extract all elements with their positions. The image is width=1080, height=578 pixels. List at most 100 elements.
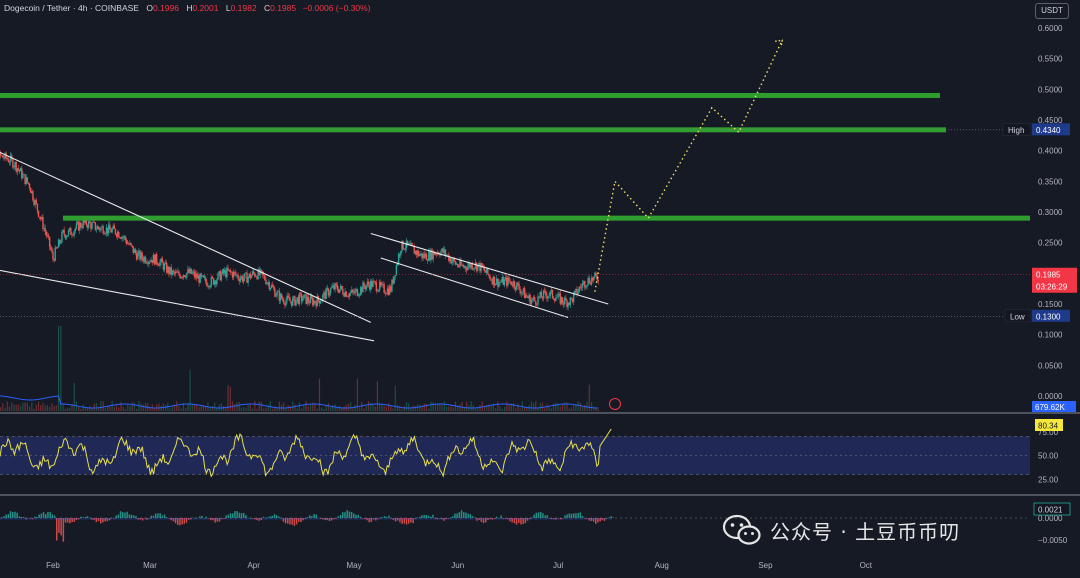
- volume-bar: [292, 401, 293, 411]
- macd-bar: [316, 515, 318, 518]
- volume-bar: [127, 404, 128, 411]
- volume-bar: [350, 402, 351, 411]
- candle-body: [100, 227, 101, 230]
- volume-bar: [214, 403, 215, 411]
- volume-bar: [584, 405, 585, 411]
- volume-bar: [40, 405, 41, 411]
- macd-bar: [49, 512, 51, 518]
- macd-bar: [439, 518, 441, 519]
- macd-bar: [122, 512, 124, 518]
- candle-body: [314, 301, 315, 303]
- trendline: [381, 258, 568, 317]
- volume-bar: [252, 409, 253, 411]
- volume-bar: [339, 406, 340, 411]
- candle-body: [534, 297, 535, 301]
- close-value: 0.1985: [270, 3, 296, 13]
- volume-bar: [7, 401, 8, 411]
- volume-bar: [406, 402, 407, 411]
- macd-bar: [472, 516, 474, 518]
- volume-bar: [368, 401, 369, 411]
- candle-body: [385, 293, 386, 294]
- macd-bar: [417, 518, 419, 519]
- open-value: 0.1996: [153, 3, 179, 13]
- volume-bar: [540, 403, 541, 411]
- candle-body: [337, 285, 338, 290]
- volume-bar: [497, 401, 498, 411]
- macd-bar: [276, 515, 278, 518]
- macd-bar: [12, 512, 14, 518]
- volume-bars: [0, 326, 599, 411]
- candle-body: [484, 268, 485, 271]
- high-value: 0.4340: [1036, 126, 1061, 135]
- candle-body: [36, 200, 37, 203]
- volume-bar: [355, 405, 356, 411]
- event-marker-icon: [610, 399, 621, 410]
- candle-countdown: 03:26:29: [1036, 282, 1068, 291]
- macd-bar: [10, 511, 12, 518]
- macd-bar: [395, 518, 397, 521]
- high-value: 0.2001: [192, 3, 218, 13]
- volume-bar: [520, 408, 521, 411]
- candle-body: [38, 211, 39, 217]
- volume-bar: [586, 402, 587, 411]
- candle-body: [292, 298, 293, 305]
- macd-bar: [124, 513, 126, 518]
- volume-bar: [580, 403, 581, 411]
- candle-body: [102, 226, 103, 233]
- volume-bar: [375, 406, 376, 411]
- price-axis-tick: 0.1000: [1038, 331, 1063, 340]
- change-value: −0.0006 (−0.30%): [302, 3, 370, 13]
- macd-bar: [113, 518, 115, 519]
- macd-bar: [131, 515, 133, 518]
- candle-body: [282, 299, 283, 300]
- volume-bar: [348, 404, 349, 411]
- macd-bar: [298, 518, 300, 522]
- macd-bar: [421, 515, 423, 518]
- volume-bar: [65, 409, 66, 411]
- volume-bar: [11, 403, 12, 411]
- candle-body: [281, 294, 282, 299]
- candle-body: [311, 296, 312, 298]
- volume-bar: [9, 407, 10, 411]
- volume-bar: [187, 403, 188, 411]
- volume-bar: [192, 404, 193, 411]
- macd-bar: [153, 516, 155, 518]
- candle-body: [42, 217, 43, 229]
- candle-body: [221, 274, 222, 280]
- candles: [0, 135, 599, 311]
- macd-bar: [129, 514, 131, 518]
- macd-bar: [164, 515, 166, 518]
- volume-bar: [388, 403, 389, 411]
- symbol-name[interactable]: Dogecoin / Tether · 4h · COINBASE: [4, 3, 139, 13]
- candle-body: [67, 235, 68, 236]
- candle-body: [244, 273, 245, 278]
- candle-body: [308, 297, 309, 302]
- currency-button[interactable]: USDT: [1035, 3, 1069, 19]
- macd-bar: [452, 516, 454, 518]
- candle-body: [105, 234, 106, 235]
- candle-body: [46, 232, 47, 236]
- candle-body: [61, 232, 62, 242]
- volume-bar: [259, 401, 260, 411]
- macd-bar: [338, 516, 340, 518]
- time-axis-tick: Jun: [451, 561, 464, 570]
- candle-body: [330, 288, 331, 293]
- volume-bar: [190, 370, 191, 411]
- candle-body: [263, 275, 264, 276]
- candle-body: [522, 292, 523, 293]
- volume-bar: [268, 405, 269, 411]
- candle-body: [206, 282, 207, 286]
- volume-bar: [464, 408, 465, 411]
- volume-bar: [265, 408, 266, 411]
- candle-body: [514, 281, 515, 287]
- candle-body: [173, 271, 174, 272]
- macd-bar: [340, 515, 342, 518]
- volume-bar: [573, 405, 574, 411]
- macd-bar: [280, 518, 282, 519]
- candle-body: [325, 288, 326, 299]
- volume-bar: [515, 408, 516, 411]
- macd-bar: [30, 518, 32, 519]
- macd-bar: [386, 517, 388, 518]
